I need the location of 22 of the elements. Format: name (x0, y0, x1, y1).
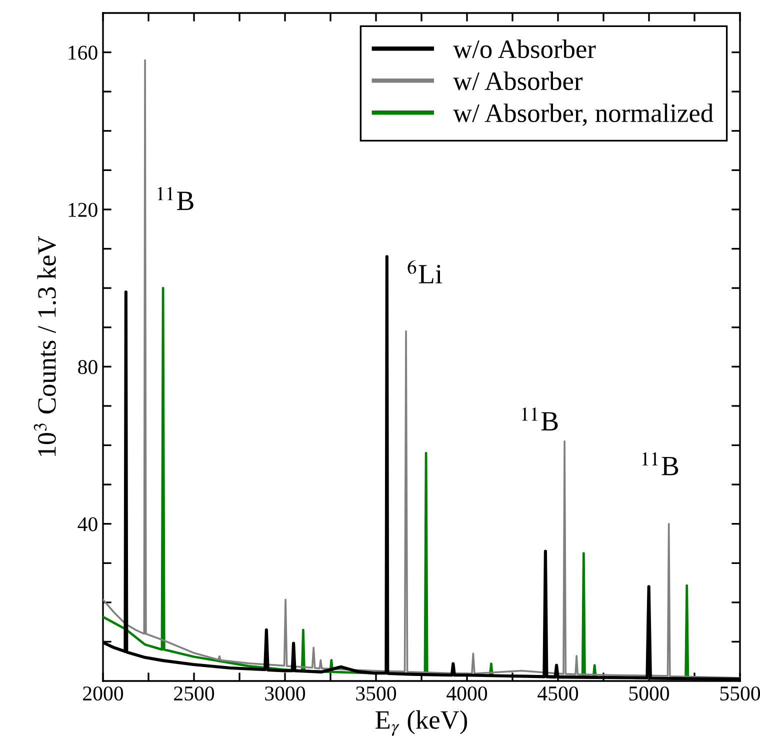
x-tick-label: 2000 (83, 686, 124, 701)
annotation: $^{6}$Li (408, 260, 442, 284)
y-axis-title: 10$^{3}$ Counts / 1.3 keV (34, 236, 56, 456)
x-axis-title: E$_{γ}$ (keV) (376, 710, 468, 736)
annotation: $^{11}$B (522, 407, 558, 430)
annotation: $^{11}$B (158, 187, 194, 210)
legend-label: w/ Absorber (453, 72, 583, 90)
x-tick-label: 5000 (629, 686, 670, 701)
y-tick-label: 80 (78, 360, 98, 374)
x-tick-label: 3000 (265, 686, 306, 701)
annotation: $^{11}$B (642, 452, 678, 476)
x-tick-label: 5500 (720, 686, 760, 701)
legend-label: w/o Absorber (453, 40, 596, 58)
x-tick-label: 4000 (446, 686, 488, 701)
y-tick-label: 120 (68, 202, 98, 217)
x-tick-label: 4500 (538, 686, 578, 701)
y-tick-label: 160 (68, 46, 98, 60)
line-series (103, 59, 740, 679)
legend-label: w/ Absorber, normalized (453, 104, 714, 126)
x-tick-label: 3500 (356, 686, 396, 701)
x-tick-label: 2500 (174, 686, 214, 701)
y-tick-label: 40 (78, 517, 98, 532)
